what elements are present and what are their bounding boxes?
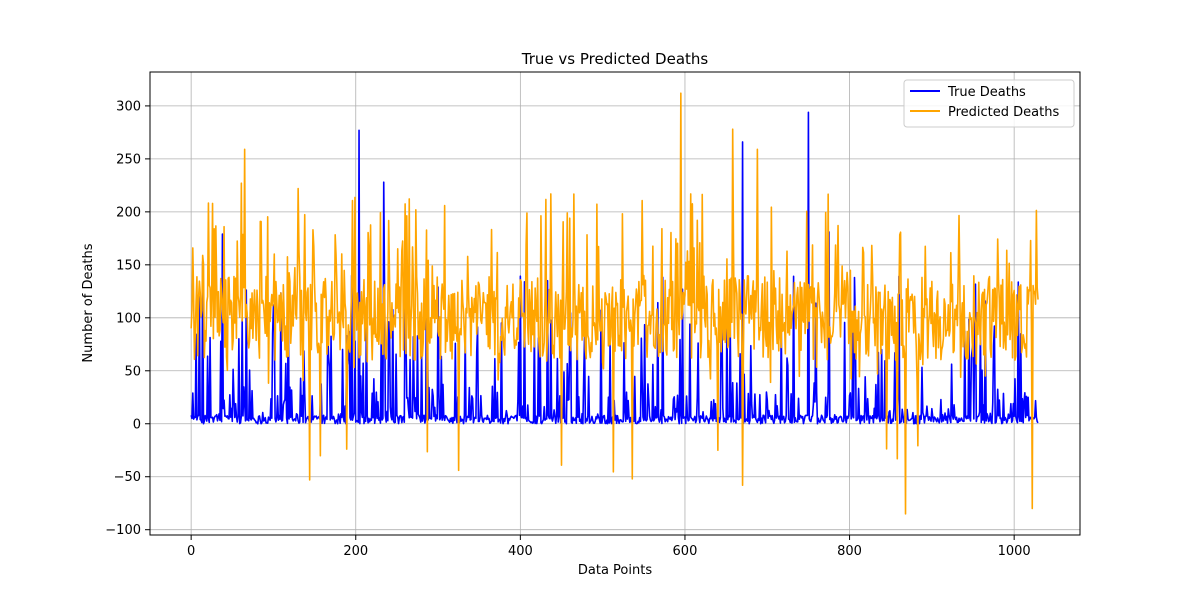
x-axis: 0 200 400 600 800 1000 bbox=[187, 535, 1031, 559]
y-tick-label: −100 bbox=[105, 523, 141, 538]
y-tick-label: 50 bbox=[124, 364, 141, 379]
y-axis: −100 −50 0 50 100 150 200 250 300 bbox=[105, 99, 150, 538]
y-tick-label: −50 bbox=[114, 470, 141, 485]
legend-box bbox=[903, 79, 1075, 128]
series-line-predicted-deaths bbox=[190, 92, 1039, 515]
plot-frame bbox=[149, 71, 1081, 536]
x-tick-label: 600 bbox=[673, 544, 698, 559]
x-axis-label: Data Points bbox=[578, 563, 652, 578]
legend: True Deaths Predicted Deaths bbox=[903, 79, 1075, 128]
legend-label-true: True Deaths bbox=[947, 85, 1026, 100]
y-axis-label: Number of Deaths bbox=[81, 243, 96, 362]
y-tick-label: 300 bbox=[116, 99, 141, 114]
x-tick-label: 200 bbox=[343, 544, 368, 559]
x-tick-label: 800 bbox=[837, 544, 862, 559]
legend-label-predicted: Predicted Deaths bbox=[948, 105, 1059, 120]
y-tick-label: 100 bbox=[116, 311, 141, 326]
x-tick-label: 0 bbox=[187, 544, 195, 559]
y-tick-label: 150 bbox=[116, 258, 141, 273]
x-tick-label: 400 bbox=[508, 544, 533, 559]
chart-title: True vs Predicted Deaths bbox=[521, 50, 709, 68]
series-group bbox=[190, 92, 1039, 515]
y-tick-label: 0 bbox=[133, 417, 141, 432]
x-tick-label: 1000 bbox=[998, 544, 1031, 559]
y-tick-label: 200 bbox=[116, 205, 141, 220]
y-tick-label: 250 bbox=[116, 152, 141, 167]
